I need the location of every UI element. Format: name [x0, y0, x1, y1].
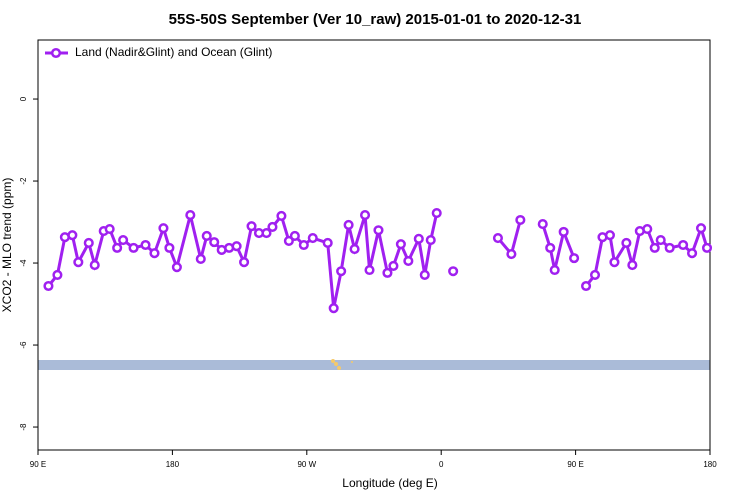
x-axis-label: Longitude (deg E) [342, 476, 437, 490]
data-point [558, 226, 569, 237]
data-point [506, 248, 517, 260]
y-tick-label: -2 [19, 177, 28, 185]
data-point [621, 237, 632, 248]
y-tick-label: -8 [19, 423, 28, 431]
data-point [164, 242, 175, 253]
data-point [298, 239, 309, 251]
x-tick-label: 180 [166, 460, 180, 469]
data-point [364, 264, 375, 276]
legend-marker [50, 47, 62, 59]
data-point [343, 219, 354, 230]
x-tick-label: 90 W [297, 460, 316, 469]
data-point [261, 228, 272, 239]
data-point [128, 242, 139, 253]
data-point [627, 260, 638, 271]
y-tick-label: -4 [19, 259, 28, 267]
data-point [195, 253, 206, 264]
data-point [52, 269, 63, 280]
y-tick-label: 0 [19, 96, 28, 101]
data-point [267, 221, 278, 233]
data-point [307, 232, 318, 244]
data-point [589, 269, 601, 280]
x-tick-label: 90 E [30, 460, 46, 469]
data-point [283, 235, 294, 246]
data-point [655, 235, 666, 246]
data-point [515, 214, 526, 226]
data-point [289, 230, 300, 242]
data-point [43, 280, 54, 292]
data-point [104, 223, 115, 235]
data-point [569, 253, 580, 264]
x-tick-label: 180 [703, 460, 717, 469]
data-point [403, 255, 414, 267]
chart-title: 55S-50S September (Ver 10_raw) 2015-01-0… [169, 11, 582, 28]
land-dots [331, 359, 353, 370]
data-point [545, 242, 556, 253]
data-point [349, 244, 360, 255]
data-point [328, 303, 339, 314]
data-point [492, 232, 503, 244]
data-point [419, 269, 430, 280]
data-point [678, 239, 689, 251]
data-point [231, 241, 242, 252]
data-point [209, 237, 220, 248]
data-point [276, 210, 287, 221]
data-point [431, 207, 442, 219]
data-point [118, 235, 129, 246]
land-band [38, 360, 710, 370]
y-tick-label: -6 [19, 341, 28, 349]
data-point [89, 260, 100, 271]
data-point [395, 239, 406, 250]
data-point [388, 260, 399, 271]
data-point [185, 210, 196, 221]
x-tick-label: 90 E [567, 460, 583, 469]
data-point [158, 223, 169, 234]
data-point [695, 223, 707, 234]
data-point [201, 230, 212, 242]
data-point [581, 280, 592, 292]
data-point [604, 230, 615, 241]
x-tick-label: 0 [439, 460, 444, 469]
data-point [413, 233, 424, 244]
data-point [382, 267, 393, 278]
data-point [67, 230, 78, 241]
data-point [687, 248, 698, 259]
data-point [425, 235, 436, 246]
data-point [73, 257, 84, 268]
data-point [359, 210, 371, 221]
y-axis-label: XCO2 - MLO trend (ppm) [0, 178, 14, 313]
data-point [664, 242, 675, 253]
data-point [373, 225, 384, 236]
data-point [642, 223, 653, 235]
data-point [549, 264, 560, 276]
data-point [701, 242, 713, 253]
data-point [140, 239, 151, 251]
data-point [609, 257, 620, 268]
legend-label: Land (Nadir&Glint) and Ocean (Glint) [75, 45, 272, 59]
data-point [649, 242, 660, 253]
data-point [239, 257, 250, 268]
data-point [246, 221, 257, 232]
data-point [322, 237, 333, 248]
data-point [537, 219, 548, 230]
data-point [336, 266, 347, 277]
data-point [149, 248, 160, 259]
data-point [171, 262, 182, 273]
data-point [83, 237, 94, 248]
data-point [448, 266, 459, 277]
data-point [112, 242, 123, 253]
